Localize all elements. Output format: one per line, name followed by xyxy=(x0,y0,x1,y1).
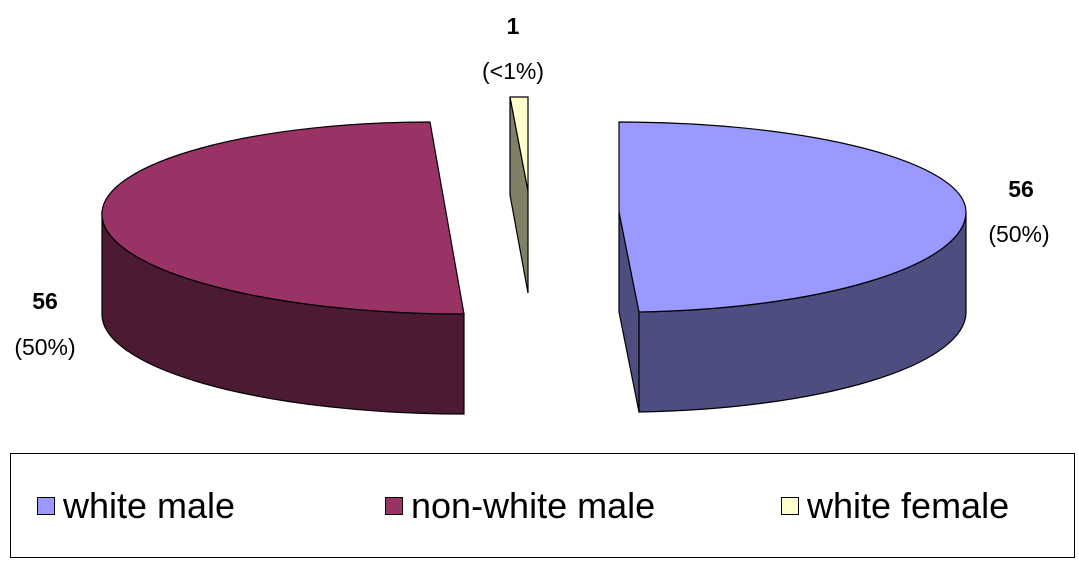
legend-label-white-female: white female xyxy=(807,484,1010,526)
slice-white-female xyxy=(509,96,529,294)
legend-label-non-white-male: non-white male xyxy=(411,484,656,526)
slice-non-white-male xyxy=(101,121,465,415)
slice-white-male xyxy=(618,121,967,413)
legend-label-white-male: white male xyxy=(63,484,236,526)
legend-item-white-male: white male xyxy=(37,454,235,557)
value-label-white-male: 56 xyxy=(1008,176,1034,202)
slice-white-female-top xyxy=(509,96,529,192)
pct-label-white-female: (<1%) xyxy=(482,58,544,84)
legend-swatch-white-male xyxy=(37,496,55,515)
legend-swatch-white-female xyxy=(781,496,799,515)
pct-label-white-male: (50%) xyxy=(988,221,1049,247)
chart-legend: white male non-white male white female xyxy=(10,453,1075,558)
value-label-white-female: 1 xyxy=(507,13,520,39)
value-label-non-white-male: 56 xyxy=(32,288,58,314)
legend-item-non-white-male: non-white male xyxy=(385,454,655,557)
slice-white-male-top xyxy=(618,121,967,313)
slice-non-white-male-top xyxy=(101,121,465,315)
legend-item-white-female: white female xyxy=(781,454,1009,557)
legend-swatch-non-white-male xyxy=(385,496,403,515)
pct-label-non-white-male: (50%) xyxy=(14,334,75,360)
